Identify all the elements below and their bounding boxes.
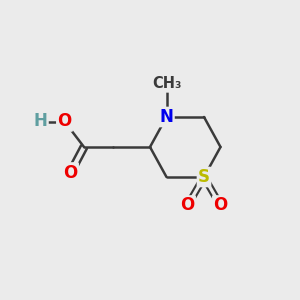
Text: N: N [160, 108, 173, 126]
Text: O: O [180, 196, 195, 214]
Text: CH₃: CH₃ [152, 76, 181, 92]
Text: O: O [63, 164, 78, 181]
Text: S: S [198, 168, 210, 186]
Text: H: H [34, 112, 47, 130]
Text: O: O [57, 112, 72, 130]
Text: O: O [213, 196, 228, 214]
